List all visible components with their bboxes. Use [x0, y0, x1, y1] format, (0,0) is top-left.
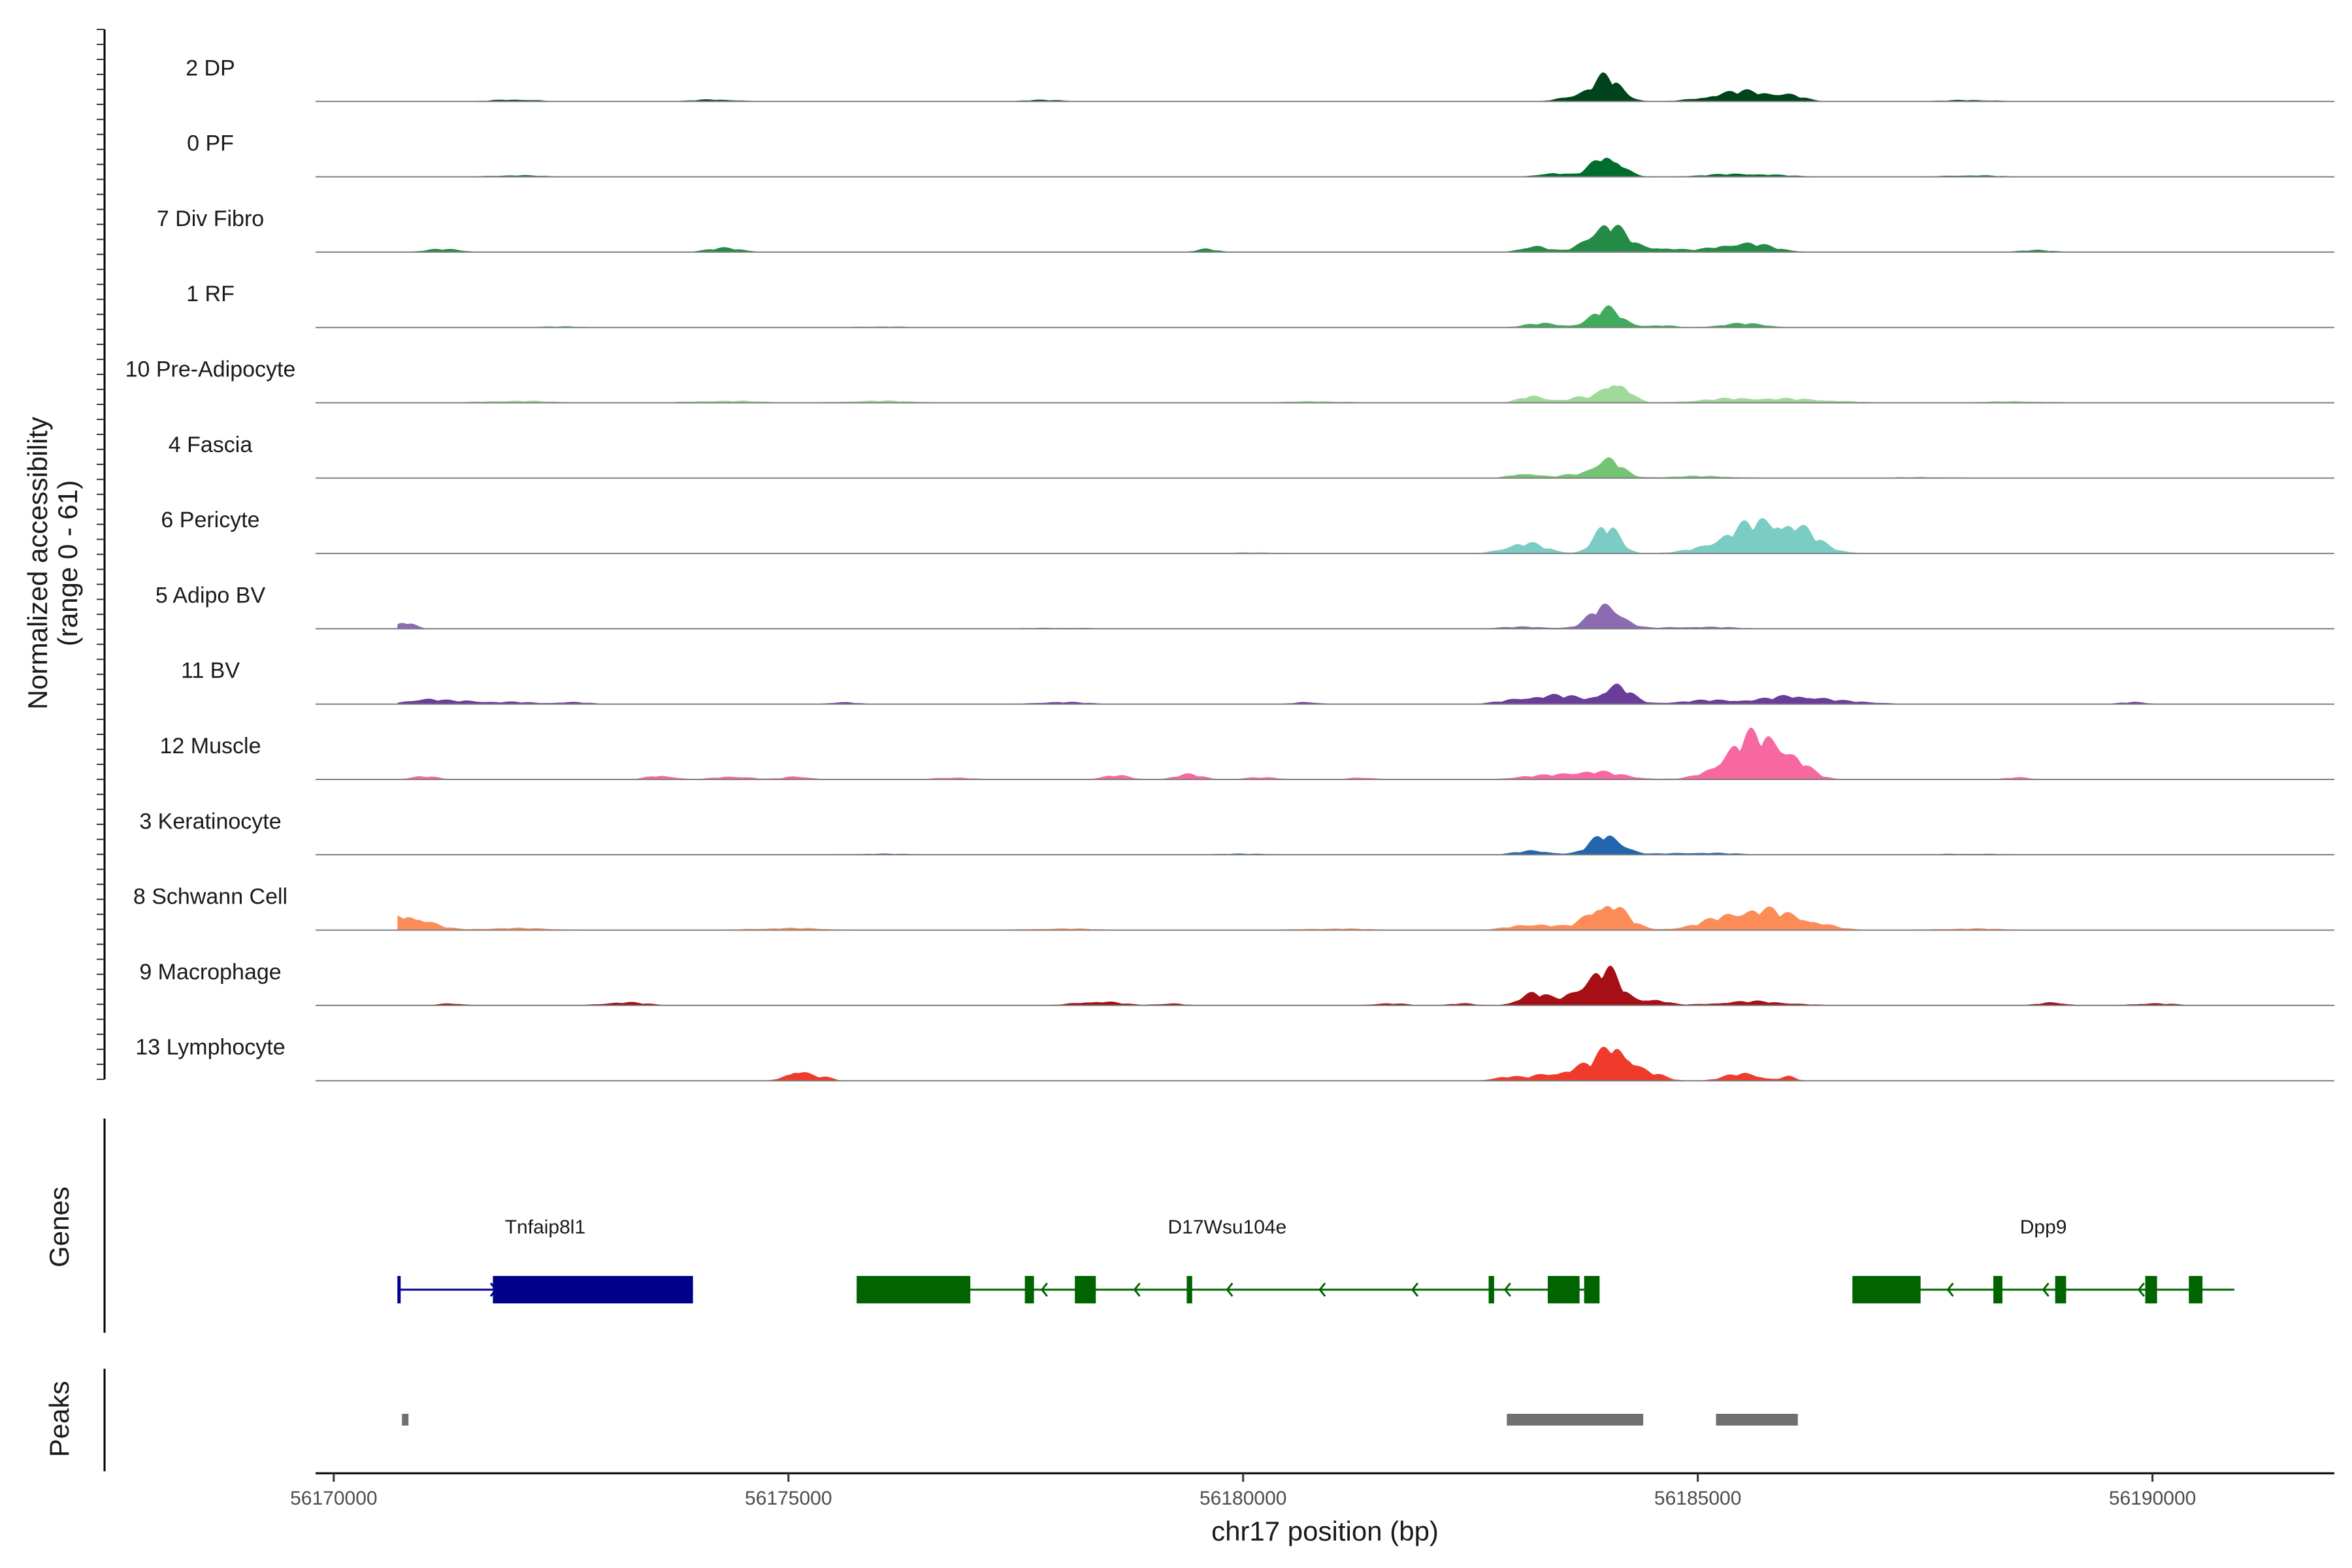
x-tick-label: 56190000 — [2109, 1488, 2196, 1509]
track-label: 6 Pericyte — [161, 508, 259, 532]
track: 7 Div Fibro — [157, 206, 2334, 253]
gene-exon — [2145, 1276, 2157, 1303]
track: 2 DP — [186, 56, 2334, 103]
track-label: 8 Schwann Cell — [133, 885, 287, 909]
strand-arrow — [2137, 1282, 2145, 1297]
track-label: 10 Pre-Adipocyte — [125, 357, 296, 382]
strand-arrow — [1226, 1282, 1233, 1297]
track-coverage-area — [397, 1047, 2239, 1081]
track: 9 Macrophage — [139, 960, 2334, 1006]
track-coverage-area — [397, 225, 2239, 252]
x-axis-title: chr17 position (bp) — [1211, 1516, 1439, 1546]
peak-region — [1507, 1414, 1644, 1426]
strand-arrow — [1946, 1282, 1954, 1297]
y-axis-title-line1: Normalized accessibility — [22, 417, 53, 710]
x-tick-label: 56185000 — [1654, 1488, 1741, 1509]
gene-exon — [1852, 1276, 1921, 1303]
track-coverage-area — [397, 683, 2239, 704]
track-coverage-area — [397, 727, 2239, 779]
gene-exon — [1584, 1276, 1600, 1303]
track: 8 Schwann Cell — [133, 885, 2334, 931]
track-coverage-area — [397, 966, 2239, 1005]
x-tick-label: 56175000 — [745, 1488, 832, 1509]
track: 5 Adipo BV — [155, 583, 2334, 630]
strand-arrow — [1040, 1282, 1048, 1297]
track-label: 9 Macrophage — [139, 960, 281, 985]
strand-arrow — [1411, 1282, 1419, 1297]
gene-exon — [1186, 1276, 1192, 1303]
peaks-panel — [103, 1369, 1798, 1471]
gene-exon — [2055, 1276, 2066, 1303]
gene-exon — [493, 1276, 693, 1303]
track-coverage-area — [397, 906, 2239, 930]
track-coverage-area — [397, 457, 2239, 478]
track: 11 BV — [181, 659, 2334, 705]
gene-exon — [1075, 1276, 1096, 1303]
track-coverage-area — [397, 603, 2239, 629]
track-coverage-area — [397, 157, 2239, 177]
track: 4 Fascia — [169, 433, 2334, 479]
track: 6 Pericyte — [161, 508, 2334, 555]
gene-exon — [1488, 1276, 1494, 1303]
track-coverage-area — [397, 305, 2239, 328]
gene-label: Tnfaip8l1 — [505, 1217, 585, 1238]
track: 13 Lymphocyte — [135, 1035, 2334, 1082]
track-label: 5 Adipo BV — [155, 583, 266, 608]
gene-exon — [1993, 1276, 2002, 1303]
strand-arrow — [1133, 1282, 1141, 1297]
x-tick-label: 56180000 — [1200, 1488, 1286, 1509]
gene-label: D17Wsu104e — [1168, 1217, 1286, 1238]
track-label: 3 Keratinocyte — [139, 809, 281, 834]
track: 1 RF — [186, 282, 2334, 329]
coverage-panel: 2 DP 0 PF 7 Div Fibro 1 RF 10 Pre-Adipocyte 4… — [97, 29, 2334, 1082]
track: 0 PF — [187, 131, 2334, 178]
track: 10 Pre-Adipocyte — [125, 357, 2334, 404]
track-label: 4 Fascia — [169, 433, 253, 457]
gene: D17Wsu104e — [857, 1217, 1600, 1303]
gene-exon — [397, 1276, 401, 1303]
track: 3 Keratinocyte — [139, 809, 2334, 856]
strand-arrow — [2042, 1282, 2050, 1297]
track-coverage-area — [397, 385, 2239, 403]
gene-exon — [2189, 1276, 2203, 1303]
track-label: 11 BV — [181, 659, 240, 683]
gene: Tnfaip8l1 — [397, 1217, 693, 1303]
genes-panel: Tnfaip8l1 D17Wsu104e Dpp9 — [103, 1119, 2234, 1333]
gene-label: Dpp9 — [2020, 1217, 2067, 1238]
track-label: 2 DP — [186, 56, 235, 80]
genes-panel-title: Genes — [44, 1186, 74, 1267]
gene-exon — [1548, 1276, 1580, 1303]
track-coverage-area — [397, 518, 2239, 554]
track-label: 0 PF — [187, 131, 234, 156]
track: 12 Muscle — [160, 727, 2334, 780]
x-tick-label: 56170000 — [290, 1488, 377, 1509]
y-axis-title-line2: (range 0 - 61) — [52, 480, 83, 646]
track-label: 1 RF — [186, 282, 235, 306]
track-coverage-area — [397, 835, 2239, 855]
peaks-panel-title: Peaks — [44, 1381, 74, 1458]
gene: Dpp9 — [1852, 1217, 2234, 1303]
peak-region — [1716, 1414, 1798, 1426]
gene-exon — [1024, 1276, 1034, 1303]
peak-region — [402, 1414, 409, 1426]
x-axis: 56170000 56175000 56180000 56185000 56190000 — [290, 1472, 2334, 1509]
gene-exon — [857, 1276, 971, 1303]
track-coverage-area — [397, 72, 2239, 102]
track-label: 7 Div Fibro — [157, 206, 264, 231]
strand-arrow — [1318, 1282, 1326, 1297]
track-label: 12 Muscle — [160, 734, 261, 759]
track-label: 13 Lymphocyte — [135, 1035, 285, 1060]
strand-arrow — [1503, 1282, 1511, 1297]
